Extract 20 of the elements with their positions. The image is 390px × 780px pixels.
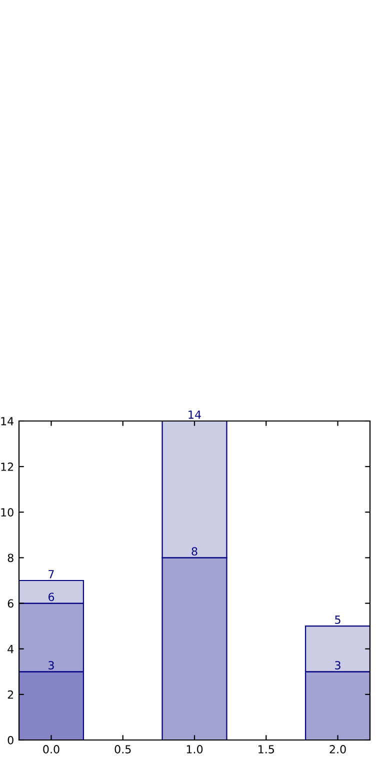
y-tick-label: 4 — [8, 644, 14, 654]
x-tick-label: 1.5 — [258, 745, 274, 754]
y-tick-label: 0 — [8, 736, 14, 744]
y-tick-label: 8 — [8, 554, 14, 562]
y-tick-label: 14 — [1, 417, 14, 426]
annotation: 6 — [48, 592, 54, 602]
x-tick-label: 0.0 — [43, 745, 60, 754]
x-tick-label: 0.5 — [114, 745, 131, 754]
y-tick-label: 2 — [8, 690, 14, 699]
annotation: 3 — [335, 661, 340, 670]
annotation: 14 — [188, 410, 201, 419]
annotation: 5 — [335, 616, 340, 624]
annotation: 7 — [48, 570, 54, 578]
y-tick-label: 12 — [1, 462, 14, 471]
annotation: 3 — [48, 661, 54, 670]
annotation: 8 — [192, 547, 198, 556]
x-tick-label: 1.0 — [186, 745, 203, 754]
y-tick-label: 10 — [1, 508, 14, 517]
y-tick-label: 6 — [8, 599, 14, 608]
x-tick-label: 2.0 — [330, 745, 346, 754]
